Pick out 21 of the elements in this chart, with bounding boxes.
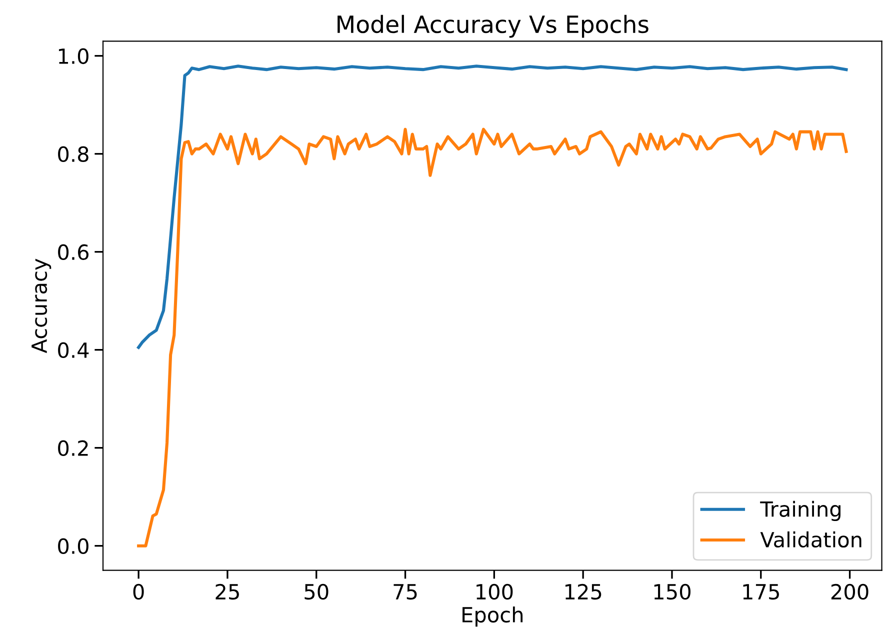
x-tick-label: 100 [476,584,513,600]
y-tick-label: 0.8 [58,146,88,162]
legend-label: Training [760,500,840,522]
y-tick-label: 1.0 [58,48,88,64]
x-tick-label: 200 [831,584,868,600]
line-series [137,64,848,349]
y-tick-label: 0.4 [58,342,89,358]
x-axis-title: Epoch [462,606,523,627]
x-tick-label: 125 [565,584,602,600]
x-tick-label: 75 [394,584,417,600]
legend-label: Validation [760,531,862,548]
chart-title: Model Accuracy Vs Epochs [338,14,648,38]
y-tick-label: 0.2 [58,440,88,456]
y-tick-label: 0.0 [58,538,88,554]
x-tick-label: 150 [654,584,690,600]
x-tick-label: 175 [743,584,779,600]
y-tick-label: 0.6 [58,244,89,260]
y-axis-title: Accuracy [32,258,52,354]
x-tick-label: 0 [133,584,144,600]
x-tick-label: 25 [216,584,239,600]
x-tick-label: 50 [304,584,328,600]
